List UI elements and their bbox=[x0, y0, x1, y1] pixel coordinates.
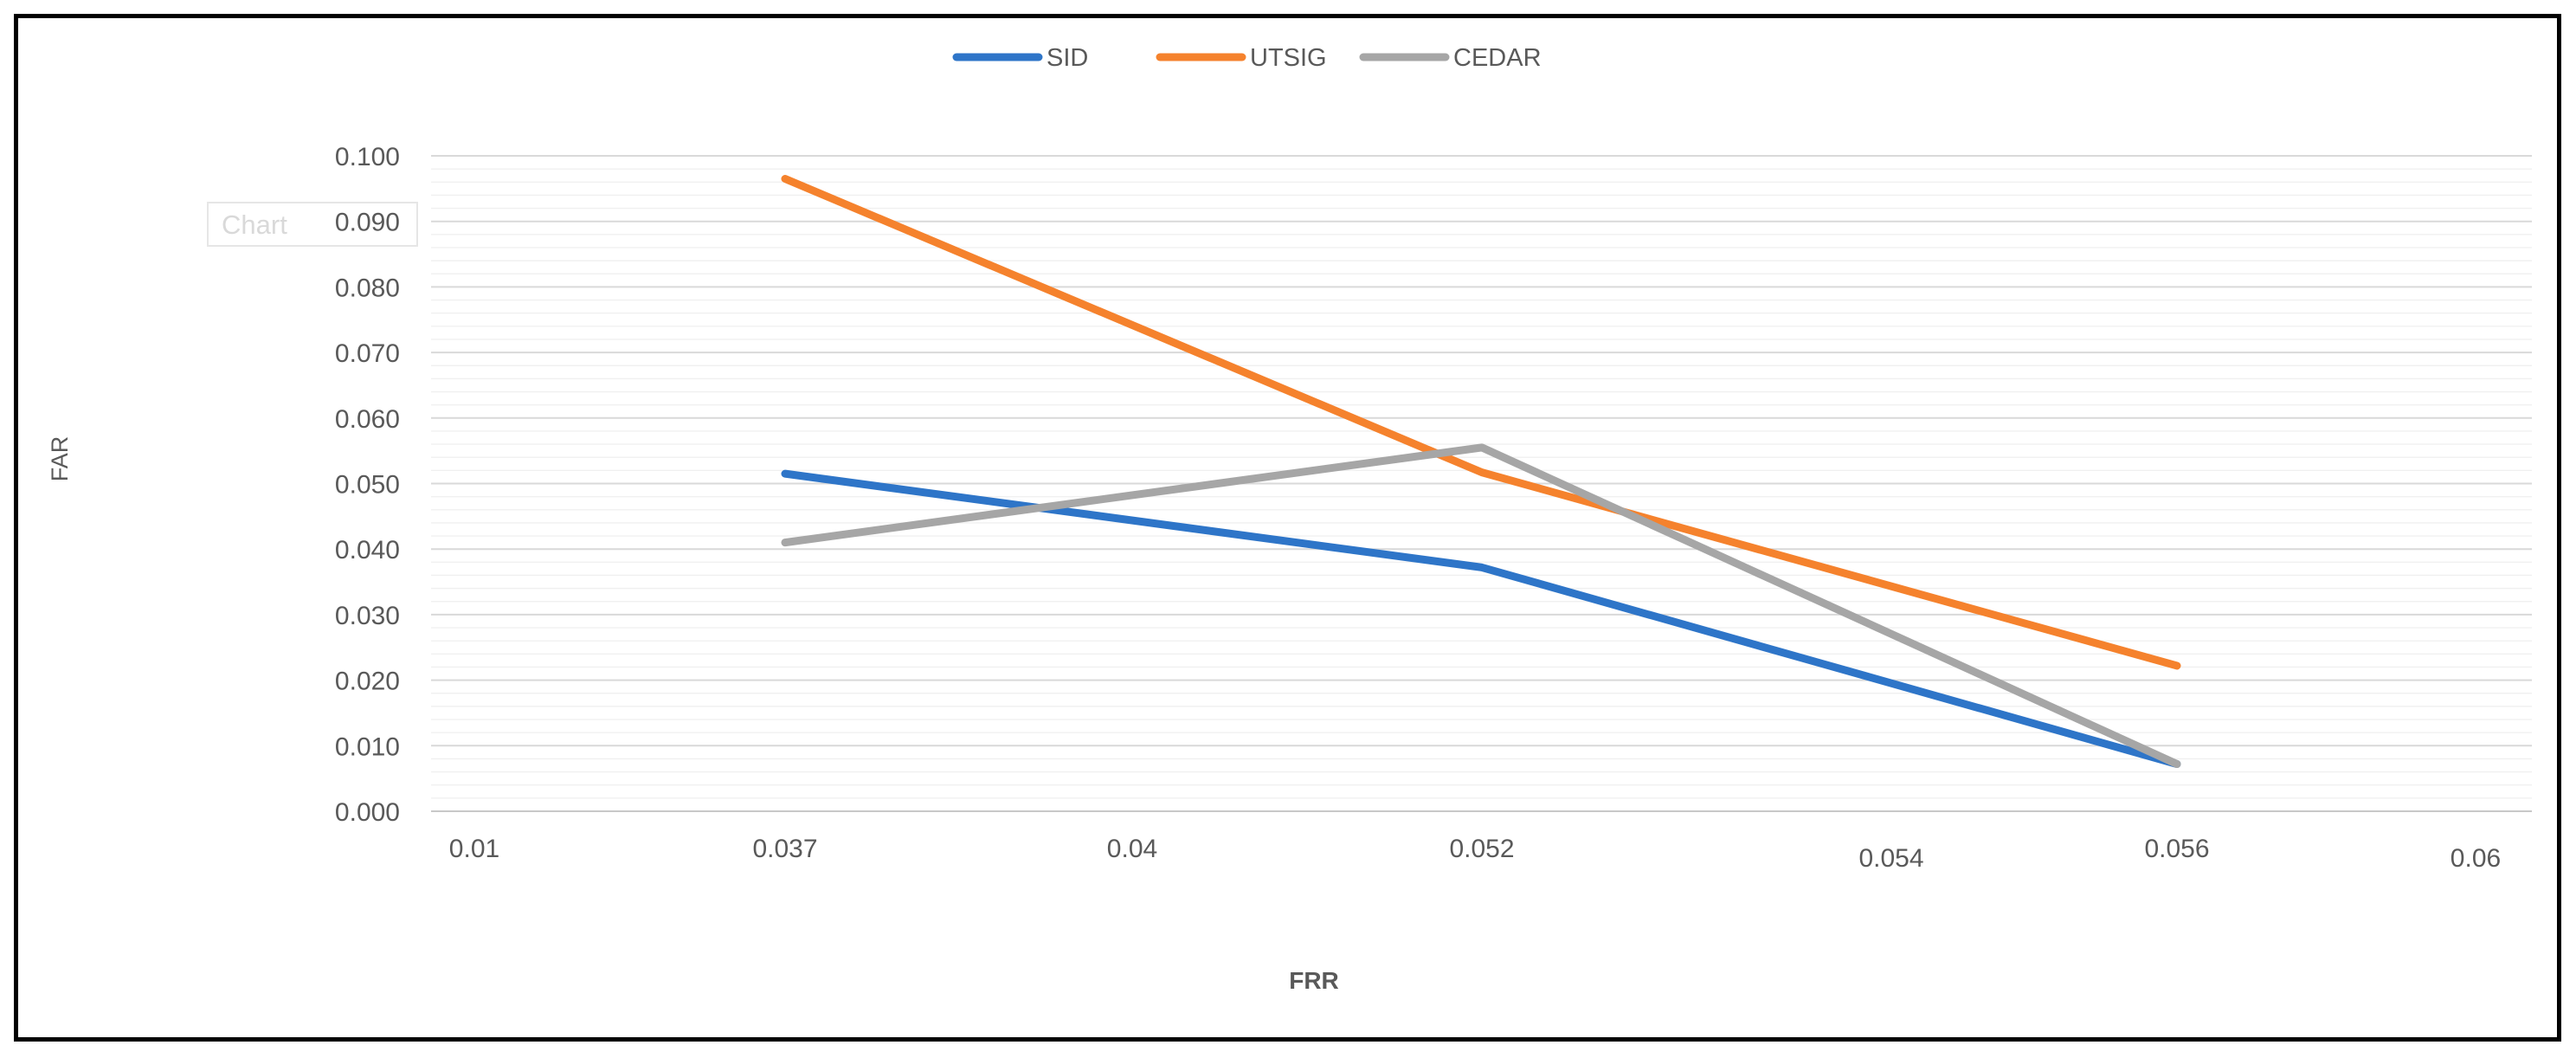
y-tick-label: 0.090 bbox=[335, 209, 400, 237]
y-tick-label: 0.030 bbox=[335, 602, 400, 630]
x-axis-title: FRR bbox=[1289, 967, 1339, 994]
x-tick-label: 0.052 bbox=[1449, 835, 1514, 863]
data-point-utsig bbox=[2176, 665, 2178, 667]
legend-item-sid: SID bbox=[952, 44, 1088, 72]
data-point-cedar bbox=[1481, 447, 1483, 448]
x-tick-label: 0.054 bbox=[1858, 844, 1923, 873]
data-point-utsig bbox=[784, 177, 786, 179]
legend-item-cedar: CEDAR bbox=[1359, 44, 1542, 72]
legend-label: UTSIG bbox=[1250, 44, 1327, 72]
ghost-chart-label: Chart bbox=[207, 202, 418, 247]
chart-frame bbox=[14, 14, 2561, 1042]
y-axis-ticks: 0.000 0.010 0.020 0.030 0.040 0.050 0.060 0.070… bbox=[335, 143, 400, 827]
y-tick-label: 0.070 bbox=[335, 339, 400, 368]
y-tick-label: 0.050 bbox=[335, 471, 400, 500]
y-tick-label: 0.020 bbox=[335, 668, 400, 696]
x-tick-label: 0.056 bbox=[2144, 835, 2209, 863]
legend-label: SID bbox=[1046, 44, 1088, 72]
x-tick-label: 0.01 bbox=[449, 835, 499, 863]
legend-label: CEDAR bbox=[1453, 44, 1542, 72]
y-tick-label: 0.060 bbox=[335, 405, 400, 434]
y-axis-title: FAR bbox=[47, 436, 73, 482]
series-line-utsig bbox=[781, 174, 2181, 670]
y-tick-label: 0.000 bbox=[335, 798, 400, 827]
ghost-chart-text: Chart bbox=[222, 210, 287, 240]
y-tick-label: 0.040 bbox=[335, 536, 400, 564]
x-tick-label: 0.04 bbox=[1107, 835, 1157, 863]
series-lines bbox=[781, 174, 2181, 768]
y-tick-label: 0.100 bbox=[335, 143, 400, 171]
x-tick-label: 0.037 bbox=[752, 835, 817, 863]
legend: SID UTSIG CEDAR bbox=[952, 44, 1542, 72]
y-tick-label: 0.010 bbox=[335, 732, 400, 761]
x-axis-ticks: 0.01 0.037 0.04 0.052 0.054 0.056 0.06 bbox=[449, 835, 2501, 873]
gridlines bbox=[431, 155, 2532, 812]
data-point-cedar bbox=[784, 542, 786, 544]
x-tick-label: 0.06 bbox=[2450, 844, 2501, 873]
data-point-utsig bbox=[1481, 472, 1483, 474]
y-tick-label: 0.080 bbox=[335, 274, 400, 302]
legend-item-utsig: UTSIG bbox=[1156, 44, 1327, 72]
data-point-sid bbox=[1481, 566, 1483, 568]
